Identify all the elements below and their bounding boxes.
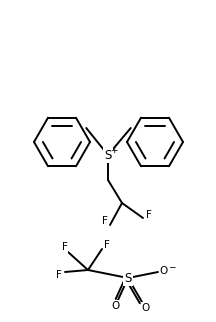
Text: F: F	[62, 242, 68, 252]
Text: O: O	[160, 266, 168, 276]
Text: F: F	[146, 210, 152, 220]
Text: S: S	[124, 271, 132, 285]
Text: F: F	[104, 240, 110, 250]
Text: S: S	[104, 148, 112, 162]
Text: F: F	[56, 270, 62, 280]
Text: −: −	[168, 262, 176, 271]
Text: F: F	[102, 216, 108, 226]
Text: +: +	[110, 146, 118, 155]
Text: O: O	[142, 303, 150, 313]
Text: O: O	[111, 301, 119, 311]
